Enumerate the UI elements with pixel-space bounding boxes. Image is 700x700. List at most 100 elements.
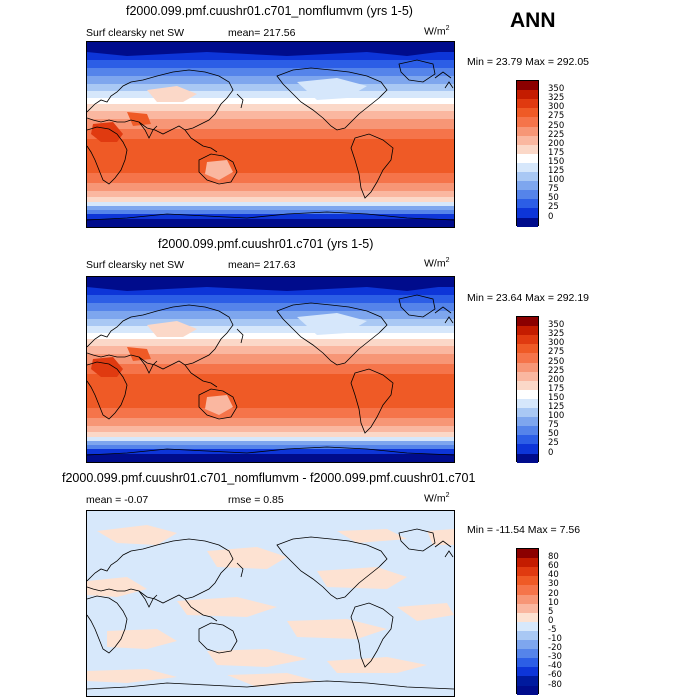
contour-band bbox=[87, 183, 454, 191]
colorbar-tick-label: 200 bbox=[548, 374, 565, 385]
contour-band bbox=[87, 339, 454, 346]
colorbar-tick-label: 125 bbox=[548, 402, 565, 412]
coastline bbox=[198, 622, 238, 654]
contour-region bbox=[297, 78, 367, 100]
colorbar-segment bbox=[517, 335, 538, 345]
coastline bbox=[198, 388, 238, 420]
coastline bbox=[87, 361, 128, 420]
panel-3-map-field bbox=[87, 511, 454, 696]
coastline bbox=[87, 304, 234, 370]
panel-3-map bbox=[86, 510, 455, 697]
coastline bbox=[350, 133, 394, 199]
coastline bbox=[184, 598, 218, 622]
colorbar-segment bbox=[517, 585, 538, 595]
colorbar-segment bbox=[517, 435, 538, 445]
colorbar-segment bbox=[517, 90, 538, 100]
contour-region bbox=[127, 347, 151, 361]
colorbar-segment bbox=[517, 380, 538, 391]
colorbar-segment bbox=[517, 99, 538, 109]
colorbar-tick-label: 225 bbox=[548, 129, 565, 140]
contour-region bbox=[287, 619, 387, 639]
panel-3-minmax: Min = -11.54 Max = 7.56 bbox=[467, 524, 581, 536]
contour-region bbox=[177, 597, 277, 617]
contour-band bbox=[87, 374, 454, 408]
colorbar-tick-label: 100 bbox=[548, 175, 565, 186]
colorbar-segment bbox=[517, 371, 538, 382]
panel-1-mean: mean= 217.56 bbox=[228, 27, 296, 39]
contour-region bbox=[97, 525, 177, 545]
colorbar-segment bbox=[517, 126, 538, 137]
coastline bbox=[276, 302, 388, 366]
contour-band bbox=[87, 432, 454, 437]
colorbar-segment bbox=[517, 108, 538, 118]
colorbar-tick-label: 175 bbox=[548, 383, 565, 394]
contour-region bbox=[397, 603, 454, 621]
coastline bbox=[184, 364, 218, 388]
coastline bbox=[87, 211, 454, 221]
contour-band bbox=[87, 441, 454, 445]
contour-band bbox=[87, 129, 454, 139]
panel-2-map bbox=[86, 276, 455, 463]
colorbar-tick-label: 75 bbox=[548, 184, 559, 195]
coastline bbox=[398, 294, 436, 318]
contour-region bbox=[87, 42, 454, 56]
colorbar-tick-label: 150 bbox=[548, 392, 565, 403]
colorbar-tick-label: -20 bbox=[548, 643, 562, 654]
colorbar-tick-label: 275 bbox=[548, 347, 565, 358]
colorbar-segment bbox=[517, 317, 538, 327]
colorbar-segment bbox=[517, 640, 538, 650]
colorbar-segment bbox=[517, 326, 538, 336]
colorbar-tick-label: 200 bbox=[548, 138, 565, 149]
colorbar-tick-label: 325 bbox=[548, 93, 565, 104]
panel-1-minmax: Min = 23.79 Max = 292.05 bbox=[467, 56, 589, 68]
colorbar-box bbox=[516, 80, 539, 228]
contour-region bbox=[147, 321, 197, 337]
colorbar-tick-label: 325 bbox=[548, 329, 565, 340]
coastline bbox=[138, 121, 158, 139]
coastline bbox=[87, 446, 454, 456]
contour-band bbox=[87, 454, 454, 462]
colorbar-tick-label: 275 bbox=[548, 111, 565, 122]
colorbar-tick-label: 60 bbox=[548, 561, 559, 572]
coastline bbox=[398, 528, 436, 552]
panel-1-map-field bbox=[87, 42, 454, 227]
contour-band bbox=[87, 52, 454, 60]
colorbar-tick-label: 30 bbox=[548, 579, 559, 590]
colorbar-segment bbox=[517, 649, 538, 659]
colorbar-tick-label: 0 bbox=[548, 615, 554, 626]
colorbar-segment bbox=[517, 594, 538, 605]
coastline bbox=[87, 69, 234, 135]
contour-band bbox=[87, 326, 454, 333]
colorbar-segment bbox=[517, 135, 538, 146]
colorbar-segment bbox=[517, 172, 538, 182]
colorbar-tick-label: 350 bbox=[548, 84, 565, 95]
colorbar-segment bbox=[517, 621, 538, 632]
panel-2-variable-label: Surf clearsky net SW bbox=[86, 259, 185, 271]
colorbar-tick-label: -10 bbox=[548, 634, 562, 644]
contour-region bbox=[207, 547, 287, 569]
panel-3-title: f2000.099.pmf.cuushr01.c701_nomflumvm - … bbox=[62, 471, 476, 485]
colorbar-segment bbox=[517, 408, 538, 418]
colorbar-segment bbox=[517, 190, 538, 200]
contour-region bbox=[127, 112, 151, 126]
panel-2-mean: mean= 217.63 bbox=[228, 259, 296, 271]
colorbar-tick-label: 50 bbox=[548, 429, 559, 440]
coastline bbox=[434, 540, 454, 558]
colorbar-segment bbox=[517, 453, 538, 464]
contour-band bbox=[87, 91, 454, 98]
coastline bbox=[138, 590, 158, 608]
contour-region bbox=[337, 529, 407, 543]
colorbar-segment bbox=[517, 576, 538, 586]
contour-region bbox=[147, 86, 197, 102]
coastline bbox=[87, 126, 128, 185]
colorbar-segment bbox=[517, 217, 538, 228]
colorbar-segment bbox=[517, 153, 538, 164]
colorbar-tick-label: 5 bbox=[548, 606, 554, 617]
coastline bbox=[236, 328, 244, 344]
colorbar-tick-label: 0 bbox=[548, 447, 554, 458]
colorbar-tick-label: 100 bbox=[548, 411, 565, 422]
colorbar-tick-label: 25 bbox=[548, 202, 559, 213]
colorbar-segment bbox=[517, 389, 538, 400]
colorbar-segment bbox=[517, 398, 538, 409]
colorbar-tick-label: 300 bbox=[548, 102, 565, 113]
